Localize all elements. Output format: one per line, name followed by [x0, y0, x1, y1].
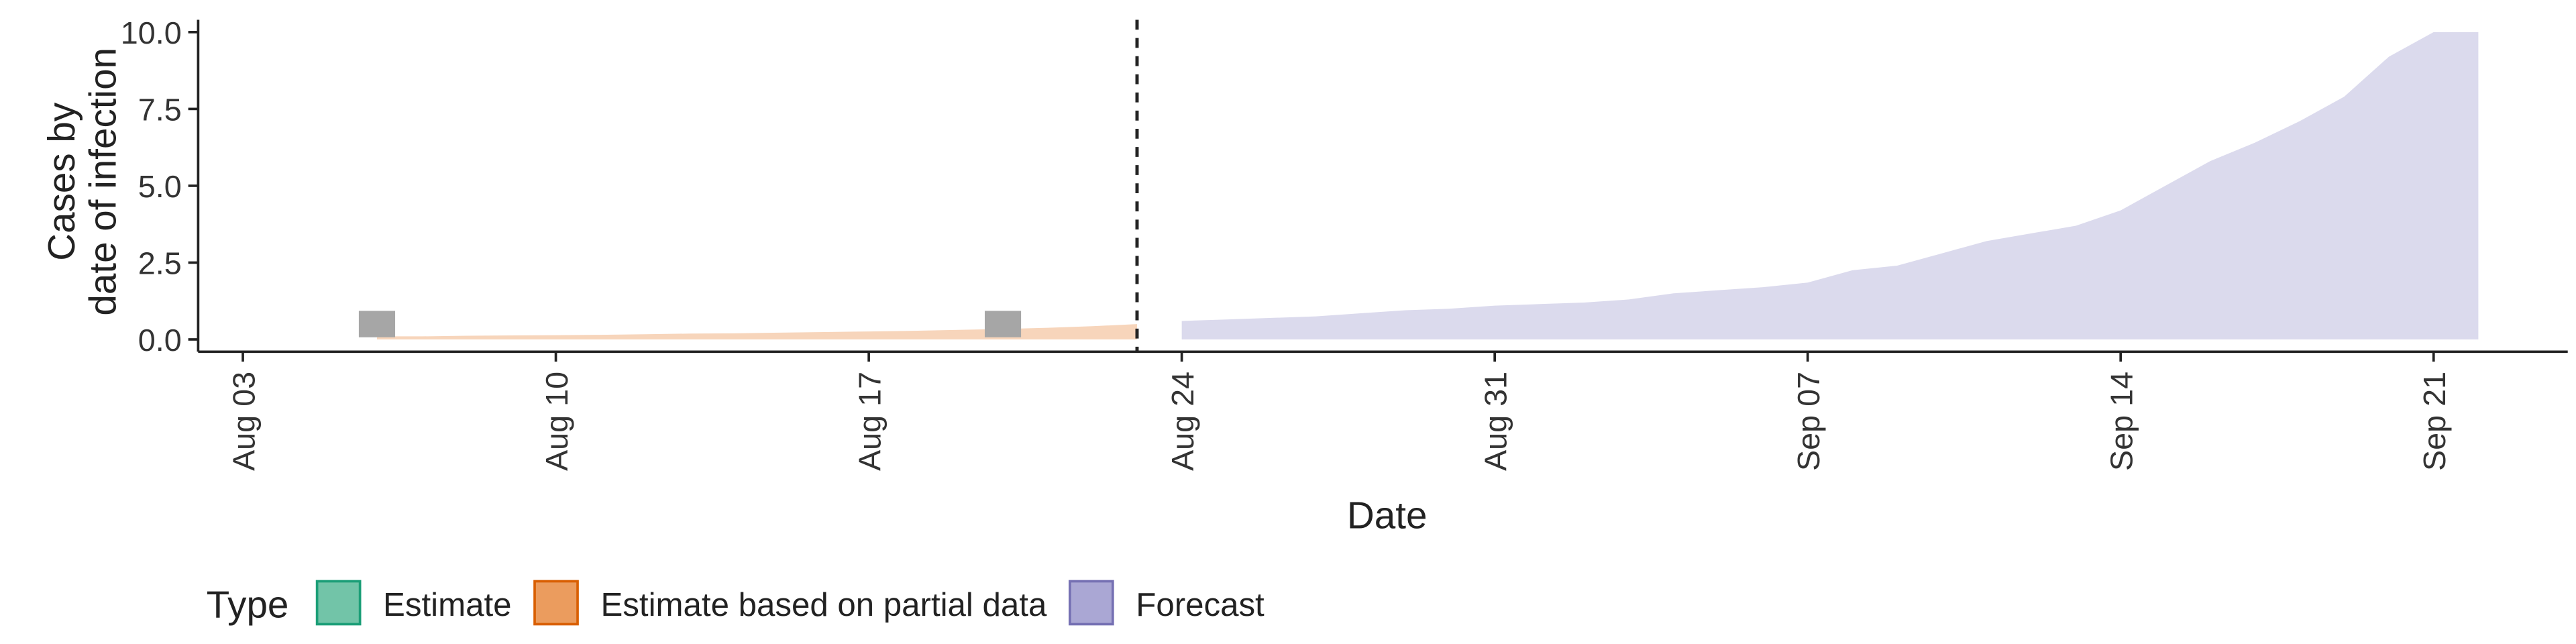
y-axis-title: Cases by [40, 102, 83, 261]
legend-swatch [533, 580, 579, 626]
area [376, 324, 1137, 339]
y-axis-title: date of infection [81, 48, 123, 316]
legend-swatch [1068, 580, 1114, 626]
legend-title: Type [207, 584, 289, 626]
legend-label: Forecast [1136, 586, 1265, 623]
data-point [358, 311, 396, 337]
data-point [984, 311, 1022, 337]
x-tick-label: Sep 07 [1791, 372, 1826, 471]
x-tick-label: Aug 10 [539, 372, 574, 471]
x-tick-label: Aug 17 [852, 372, 887, 471]
y-tick-label: 5.0 [138, 169, 182, 204]
y-tick-label: 10.0 [121, 15, 182, 50]
y-tick-label: 0.0 [138, 323, 182, 358]
x-tick-label: Aug 24 [1165, 372, 1200, 471]
area [1181, 32, 2479, 339]
x-tick-label: Aug 31 [1478, 372, 1513, 471]
legend-swatch [315, 580, 362, 626]
x-tick-label: Sep 21 [2417, 372, 2452, 471]
x-tick-label: Sep 14 [2104, 372, 2139, 471]
x-axis-title: Date [1347, 494, 1428, 537]
y-tick-label: 7.5 [138, 93, 182, 127]
legend-label: Estimate [383, 586, 511, 623]
legend-label: Estimate based on partial data [600, 586, 1046, 623]
x-tick-label: Aug 03 [226, 372, 261, 471]
y-tick-label: 2.5 [138, 246, 182, 281]
